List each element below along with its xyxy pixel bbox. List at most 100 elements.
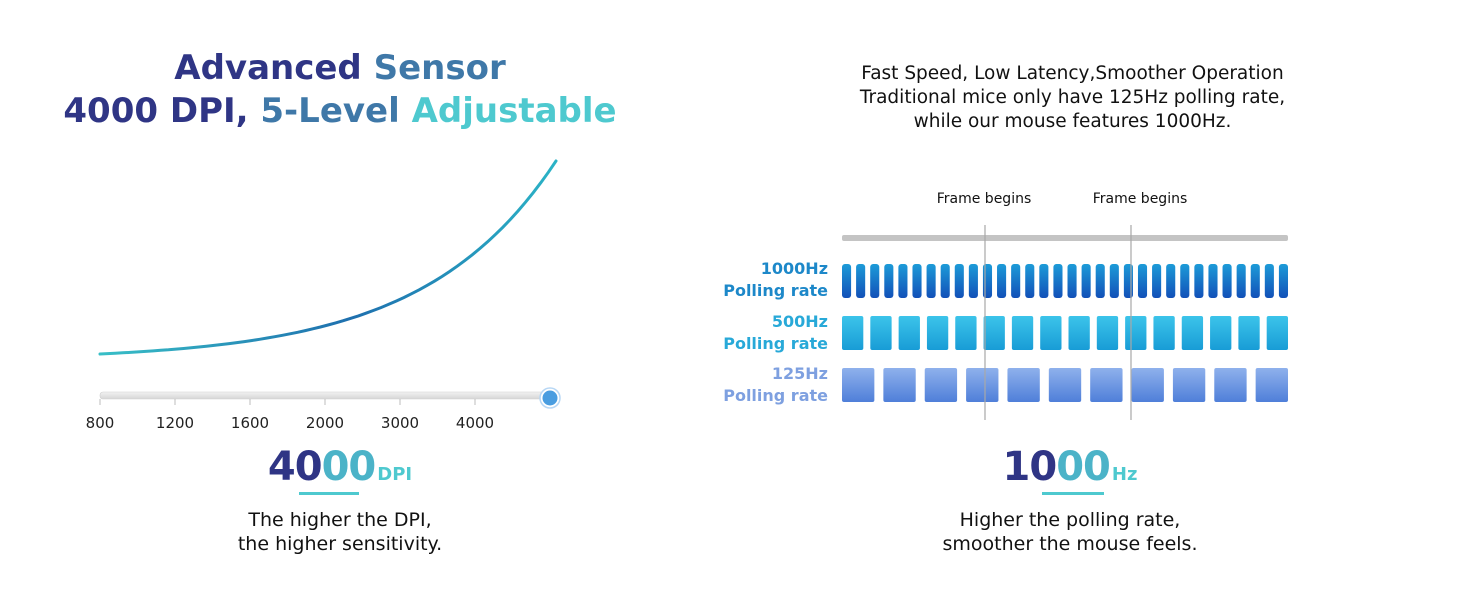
pulse-500hz xyxy=(870,316,892,350)
pulse-1000hz xyxy=(912,264,922,298)
tick-label-800: 800 xyxy=(85,414,115,432)
pulse-1000hz xyxy=(1180,264,1190,298)
polling-intro-line-2: Traditional mice only have 125Hz polling… xyxy=(859,87,1286,108)
pulse-125hz xyxy=(883,368,916,402)
dpi-caption-line-1: The higher the DPI, xyxy=(248,509,432,531)
pulse-1000hz xyxy=(1039,264,1049,298)
polling-rate-rows xyxy=(842,264,1288,402)
pulse-125hz xyxy=(1172,368,1206,402)
pulse-500hz xyxy=(898,316,920,350)
headline-adjustable: Adjustable xyxy=(411,91,617,131)
pulse-1000hz xyxy=(1109,264,1119,298)
dpi-caption: The higher the DPI, the higher sensitivi… xyxy=(190,508,490,556)
pulse-1000hz xyxy=(1166,264,1176,298)
pulse-1000hz xyxy=(1011,264,1021,298)
row-rate-1000hz: 1000Hz xyxy=(760,259,828,278)
pulse-1000hz xyxy=(898,264,908,298)
pulse-1000hz xyxy=(1278,264,1288,298)
row-rate-500hz: 500Hz xyxy=(771,312,828,331)
pulse-125hz xyxy=(842,368,875,402)
pulse-1000hz xyxy=(1053,264,1063,298)
tick-label-1600: 1600 xyxy=(230,414,270,432)
row-label-500hz: 500Hz Polling rate xyxy=(700,311,828,355)
hz-caption: Higher the polling rate, smoother the mo… xyxy=(920,508,1220,556)
pulse-1000hz xyxy=(1194,264,1204,298)
pulse-125hz xyxy=(1090,368,1123,402)
pulse-1000hz xyxy=(982,264,993,298)
pulse-500hz xyxy=(983,316,1005,350)
pulse-500hz xyxy=(1181,316,1204,350)
polling-intro-line-3: while our mouse features 1000Hz. xyxy=(913,111,1232,132)
pulse-125hz xyxy=(1007,368,1040,402)
dpi-stat-number-b: 00 xyxy=(321,444,377,490)
hz-stat-unit: Hz xyxy=(1111,464,1138,485)
pulse-1000hz xyxy=(856,264,866,298)
headline-advanced: Advanced xyxy=(174,48,374,88)
headline-five-level: 5-Level xyxy=(260,91,412,131)
polling-intro: Fast Speed, Low Latency,Smoother Operati… xyxy=(800,62,1345,134)
hz-caption-line-1: Higher the polling rate, xyxy=(959,509,1181,531)
pulse-1000hz xyxy=(997,264,1007,298)
pulse-1000hz xyxy=(884,264,894,298)
hz-stat: 1000 Hz xyxy=(930,444,1210,490)
pulse-125hz xyxy=(966,368,999,402)
row-label-1000hz: 1000Hz Polling rate xyxy=(700,258,828,302)
pulse-500hz xyxy=(842,316,864,350)
pulse-1000hz xyxy=(842,264,852,298)
pulse-500hz xyxy=(1040,316,1062,350)
pulse-1000hz xyxy=(940,264,950,298)
hz-stat-number-b: 00 xyxy=(1056,444,1111,490)
pulse-125hz xyxy=(1255,368,1288,402)
pulse-1000hz xyxy=(870,264,880,298)
headline-line-1: Advanced Sensor xyxy=(20,47,660,89)
pulse-500hz xyxy=(955,316,977,350)
row-caption-500hz: Polling rate xyxy=(723,334,828,353)
dpi-slider-knob-fill[interactable] xyxy=(542,390,558,406)
pulse-125hz xyxy=(1214,368,1247,402)
pulse-1000hz xyxy=(1137,264,1148,298)
dpi-tick-marks xyxy=(99,399,476,405)
dpi-stat: 4000 DPI xyxy=(200,444,480,490)
pulse-500hz xyxy=(1210,316,1232,350)
frame-label-2: Frame begins xyxy=(1092,191,1188,207)
row-caption-1000hz: Polling rate xyxy=(723,281,828,300)
pulse-500hz xyxy=(1153,316,1175,350)
pulse-1000hz xyxy=(1236,264,1246,298)
polling-intro-line-1: Fast Speed, Low Latency,Smoother Operati… xyxy=(861,63,1284,84)
dpi-curve-chart xyxy=(98,159,561,409)
row-caption-125hz: Polling rate xyxy=(723,386,828,405)
tick-label-4000: 4000 xyxy=(455,414,495,432)
pulse-1000hz xyxy=(954,264,964,298)
pulse-1000hz xyxy=(1067,264,1077,298)
pulse-125hz xyxy=(924,368,958,402)
pulse-500hz xyxy=(1238,316,1260,350)
pulse-1000hz xyxy=(926,264,936,298)
row-label-125hz: 125Hz Polling rate xyxy=(700,363,828,407)
headline-line-2: 4000 DPI, 5-Level Adjustable xyxy=(20,90,660,132)
dpi-stat-unit: DPI xyxy=(377,464,413,485)
pulse-1000hz xyxy=(1081,264,1091,298)
dpi-stat-number-a: 40 xyxy=(267,444,323,490)
tick-label-3000: 3000 xyxy=(380,414,420,432)
hz-caption-line-2: smoother the mouse feels. xyxy=(942,533,1198,555)
pulse-500hz xyxy=(1096,316,1119,350)
frame-label-1: Frame begins xyxy=(936,191,1032,207)
dpi-slider-track[interactable] xyxy=(99,391,551,400)
timeline-bar xyxy=(842,235,1288,241)
pulse-500hz xyxy=(1011,316,1034,350)
pulse-1000hz xyxy=(968,264,978,298)
pulse-1000hz xyxy=(1095,264,1105,298)
pulse-1000hz xyxy=(1222,264,1232,298)
pulse-1000hz xyxy=(1123,264,1133,298)
dpi-stat-underline xyxy=(299,492,359,495)
pulse-125hz xyxy=(1131,368,1164,402)
pulse-500hz xyxy=(926,316,949,350)
pulse-1000hz xyxy=(1152,264,1162,298)
pulse-1000hz xyxy=(1264,264,1274,298)
tick-label-2000: 2000 xyxy=(305,414,345,432)
pulse-500hz xyxy=(1266,316,1288,350)
pulse-125hz xyxy=(1048,368,1082,402)
hz-stat-underline xyxy=(1042,492,1104,495)
pulse-1000hz xyxy=(1250,264,1260,298)
polling-rate-diagram xyxy=(842,225,1288,420)
